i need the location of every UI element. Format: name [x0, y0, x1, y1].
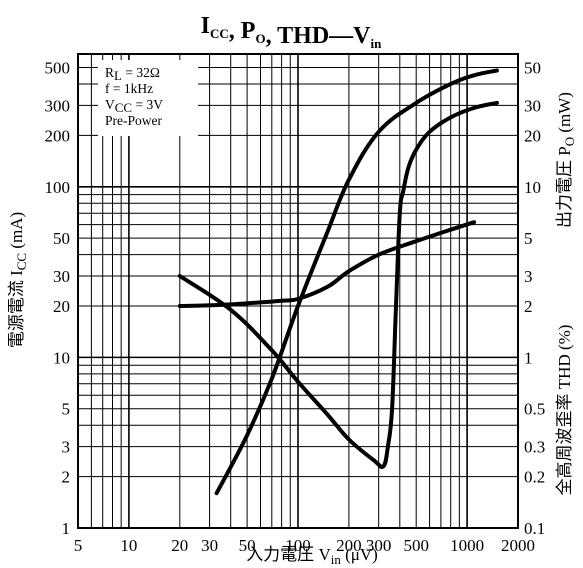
- y-right-tick-label: 30: [524, 96, 541, 115]
- y-right-po-axis-label-symbol: P: [555, 146, 574, 155]
- tick-labels: 5 10 20 30 50 100 200 300 500 1000 200012351020305…: [45, 59, 546, 555]
- y-right-thd-axis-label-prefix: 全高周波歪率: [555, 389, 574, 495]
- x-axis-label-prefix: 入力電圧: [246, 545, 318, 564]
- condition-subscript: CC: [115, 100, 132, 115]
- x-tick-label: 100: [285, 536, 311, 555]
- title-subscript: in: [370, 36, 382, 51]
- title-subscript: CC: [210, 26, 229, 41]
- x-tick-label: 200: [336, 536, 362, 555]
- condition-text: RL = 32Ω: [105, 65, 160, 83]
- x-tick-label: 20: [171, 536, 188, 555]
- y-right-tick-label: 0.3: [524, 438, 545, 457]
- x-axis-label-subscript: in: [331, 552, 342, 567]
- y-left-axis-label: 電源電流 ICC (mA): [7, 212, 29, 348]
- series-group: [177, 68, 499, 496]
- condition-symbol: R: [105, 65, 114, 80]
- y-right-tick-label: 0.5: [524, 400, 545, 419]
- y-right-tick-label: 10: [524, 178, 541, 197]
- x-tick-label: 2000: [501, 536, 535, 555]
- y-left-axis-label-subscript: CC: [14, 253, 29, 270]
- y-left-axis-label-symbol: I: [7, 270, 26, 276]
- x-axis-label-unit: (μV): [341, 545, 378, 564]
- y-right-tick-label: 0.1: [524, 519, 545, 538]
- y-right-po-axis-label-prefix: 出力電圧: [555, 156, 574, 228]
- y-left-axis-label-prefix: 電源電流: [7, 276, 26, 348]
- y-left-tick-label: 500: [45, 59, 71, 78]
- y-right-tick-label: 5: [524, 229, 533, 248]
- y-right-tick-label: 20: [524, 126, 541, 145]
- chart-title: ICC, PO, THD—Vin: [201, 13, 382, 51]
- title-text: I: [201, 13, 210, 39]
- title-text: , THD—V: [266, 23, 372, 49]
- title-subscript: O: [255, 31, 265, 46]
- y-right-tick-label: 1: [524, 348, 533, 367]
- y-right-po-axis-label-unit: (mW): [555, 92, 574, 137]
- y-left-tick-label: 1: [62, 519, 71, 538]
- condition-value: = 32Ω: [122, 65, 160, 80]
- x-axis-label-symbol: V: [318, 545, 331, 564]
- y-right-tick-label: 50: [524, 59, 541, 78]
- series-thd: [177, 100, 499, 470]
- series-po: [214, 68, 499, 496]
- y-right-tick-label: 0.2: [524, 468, 545, 487]
- plot-frame: [77, 53, 519, 529]
- y-left-tick-label: 200: [45, 126, 71, 145]
- y-right-thd-axis-label: 全高周波歪率 THD (%): [555, 325, 574, 496]
- y-right-po-axis-label: 出力電圧 PO (mW): [555, 92, 577, 228]
- y-left-tick-label: 30: [53, 267, 70, 286]
- x-tick-label: 30: [201, 536, 218, 555]
- x-axis-label: 入力電圧 Vin (μV): [246, 545, 378, 567]
- axis-labels: 入力電圧 Vin (μV)電源電流 ICC (mA)出力電圧 PO (mW)全高…: [7, 92, 577, 567]
- y-left-axis-label-unit: (mA): [7, 212, 26, 253]
- y-left-tick-label: 10: [53, 348, 70, 367]
- y-left-tick-label: 100: [45, 178, 71, 197]
- y-right-po-axis-label-subscript: O: [562, 137, 577, 146]
- x-tick-label: 10: [120, 536, 137, 555]
- x-tick-label: 5: [74, 536, 83, 555]
- conditions-box-bg: [98, 60, 198, 136]
- x-tick-label: 50: [239, 536, 256, 555]
- y-left-tick-label: 50: [53, 229, 70, 248]
- y-left-tick-label: 300: [45, 96, 71, 115]
- y-right-tick-label: 3: [524, 267, 533, 286]
- y-right-thd-axis-label-symbol: THD: [555, 354, 574, 389]
- y-left-tick-label: 5: [62, 400, 71, 419]
- x-tick-label: 300: [366, 536, 392, 555]
- condition-subscript: L: [114, 68, 122, 83]
- y-left-tick-label: 3: [62, 438, 71, 457]
- y-right-tick-label: 2: [524, 297, 533, 316]
- condition-symbol: V: [105, 97, 115, 112]
- title-text: , P: [229, 18, 256, 44]
- y-right-thd-axis-label-unit: (%): [555, 325, 574, 355]
- series-icc: [177, 220, 477, 308]
- condition-text: VCC = 3V: [105, 97, 163, 115]
- y-left-tick-label: 20: [53, 297, 70, 316]
- y-left-tick-label: 2: [62, 468, 71, 487]
- x-tick-label: 500: [403, 536, 429, 555]
- x-tick-label: 1000: [450, 536, 484, 555]
- condition-text: Pre-Power: [105, 113, 162, 128]
- condition-value: = 3V: [132, 97, 163, 112]
- condition-text: f = 1kHz: [105, 81, 153, 96]
